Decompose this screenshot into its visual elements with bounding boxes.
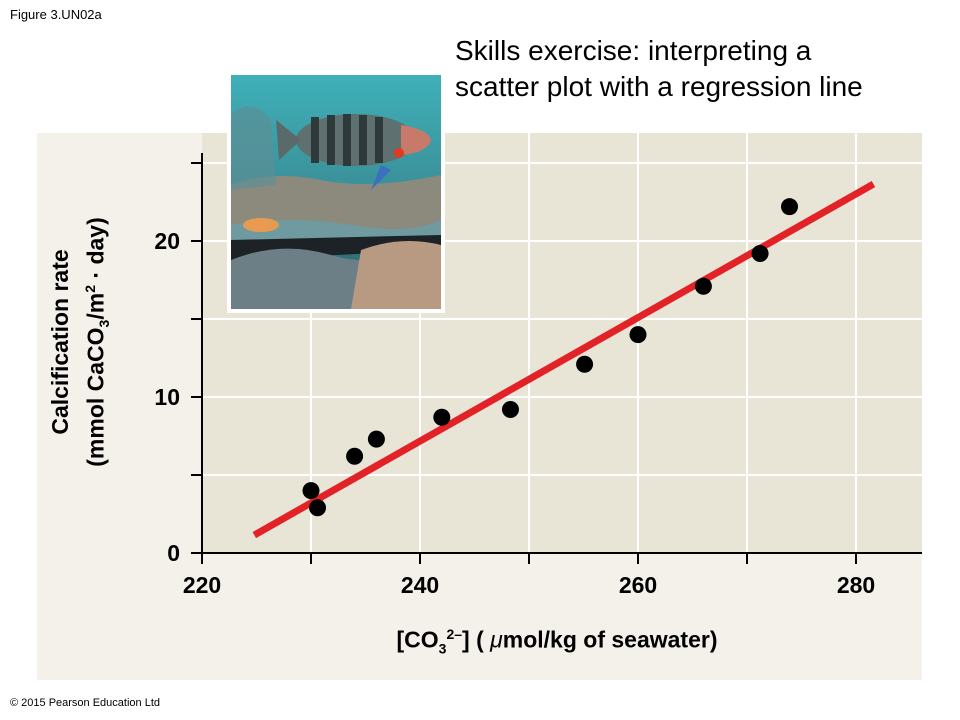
title-line-1: Skills exercise: interpreting a: [455, 35, 812, 66]
y-axis-label-line2: (mmol CaCO3/m2 · day): [75, 217, 119, 466]
regression-line: [252, 181, 876, 539]
data-point: [751, 244, 769, 262]
y-label-sub: 3: [96, 319, 113, 328]
x-label-text: [CO: [396, 626, 439, 653]
data-point: [576, 355, 594, 373]
x-tick-label: 260: [619, 572, 657, 598]
data-point: [367, 430, 385, 448]
data-point: [694, 277, 712, 295]
data-point: [309, 499, 327, 517]
y-label-sup: 2: [81, 285, 98, 293]
x-axis-label: [CO32–] ( μmol/kg of seawater): [397, 626, 718, 656]
data-point: [781, 198, 799, 216]
x-label-mu: μ: [490, 626, 503, 653]
title-line-2: scatter plot with a regression line: [455, 71, 863, 102]
y-tick-label: 10: [154, 384, 180, 410]
copyright: © 2015 Pearson Education Ltd: [10, 697, 160, 709]
x-tick-label: 220: [183, 572, 221, 598]
data-point: [302, 482, 320, 500]
y-label-text: · day): [82, 217, 109, 285]
page-title: Skills exercise: interpreting a scatter …: [455, 33, 935, 105]
y-tick-label: 20: [154, 228, 180, 254]
x-label-sup: 2–: [446, 626, 463, 642]
figure-label: Figure 3.UN02a: [10, 7, 102, 22]
x-label-sub: 3: [438, 640, 447, 657]
data-point: [346, 447, 364, 465]
x-label-text: ] (: [462, 626, 484, 653]
x-tick-label: 240: [401, 572, 439, 598]
y-label-text: (mmol CaCO: [82, 327, 109, 467]
y-tick-label: 0: [167, 540, 180, 566]
data-point: [433, 408, 451, 426]
data-point: [501, 400, 519, 418]
y-axis-label-line1: Calcification rate: [46, 249, 73, 435]
x-label-text: mol/kg of seawater): [502, 626, 718, 653]
y-label-text: /m: [82, 292, 109, 320]
y-axis-label: Calcification rate (mmol CaCO3/m2 · day): [45, 217, 119, 466]
x-tick-label: 280: [837, 572, 875, 598]
data-point: [629, 326, 647, 344]
coral-reef-fish-photo: [227, 71, 445, 313]
